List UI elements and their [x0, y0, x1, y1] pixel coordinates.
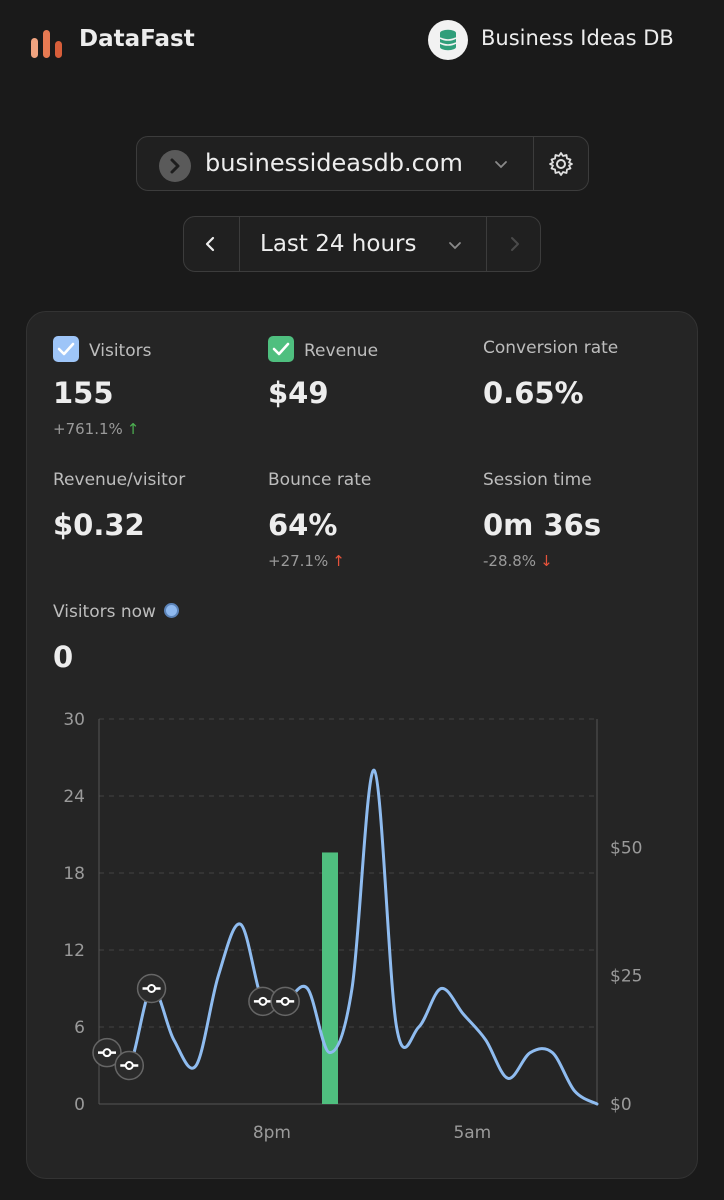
- metric-label: Session time: [483, 470, 592, 490]
- metric-label: Visitors: [89, 341, 152, 361]
- metric-label: Revenue: [304, 341, 379, 361]
- brand-name[interactable]: DataFast: [79, 26, 195, 52]
- annotation-marker-dot: [147, 984, 157, 993]
- project-name[interactable]: Business Ideas DB: [481, 26, 674, 50]
- visitors-revenue-chart[interactable]: 30 24 18 12 6 0 $50 $25 $0 8pm 5am: [27, 312, 699, 1180]
- chevron-down-icon: [495, 161, 507, 169]
- arrow-up-icon: ↑: [126, 420, 140, 438]
- metric-conversion-rate[interactable]: Conversion rate 0.65%: [483, 338, 619, 410]
- metric-session-time[interactable]: Session time 0m 36s -28.8% ↓: [483, 470, 601, 570]
- settings-button[interactable]: [534, 137, 588, 190]
- metric-label: Visitors now: [53, 602, 156, 622]
- metric-value: 0.65%: [483, 376, 584, 410]
- annotation-marker-dot: [124, 1061, 134, 1070]
- chevron-down-icon: [449, 242, 461, 250]
- site-favicon-icon: [159, 150, 191, 182]
- metric-value: $49: [268, 376, 329, 410]
- y-tick-label: 6: [74, 1018, 85, 1038]
- x-tick-label: 5am: [453, 1123, 491, 1143]
- metric-value: 155: [53, 376, 114, 410]
- metric-label: Revenue/visitor: [53, 470, 186, 490]
- metric-change: +761.1%: [53, 420, 123, 438]
- arrow-up-icon: ↑: [332, 552, 345, 570]
- chevron-right-icon: [511, 237, 519, 251]
- site-domain: businessideasdb.com: [205, 149, 463, 177]
- divider: [239, 217, 240, 271]
- datafast-logo-icon[interactable]: [30, 28, 64, 58]
- gear-icon: [549, 152, 573, 176]
- live-indicator-icon: [163, 602, 179, 618]
- metric-value: $0.32: [53, 508, 145, 542]
- metric-change: +27.1%: [268, 552, 329, 570]
- metric-revenue-per-visitor[interactable]: Revenue/visitor $0.32: [53, 470, 186, 542]
- annotation-marker-dot: [102, 1048, 112, 1058]
- visitors-line: [105, 768, 599, 1106]
- y2-tick-label: $25: [610, 967, 642, 987]
- analytics-card: Visitors 155 +761.1% ↑ Revenue $49 Conver…: [26, 311, 698, 1179]
- date-range-dropdown[interactable]: Last 24 hours: [260, 231, 417, 257]
- metric-revenue[interactable]: Revenue $49: [268, 336, 379, 410]
- divider: [533, 137, 534, 190]
- x-tick-label: 8pm: [253, 1123, 291, 1143]
- metric-bounce-rate[interactable]: Bounce rate 64% +27.1% ↑: [268, 470, 372, 570]
- metric-change: -28.8%: [483, 552, 537, 570]
- metric-value: 64%: [268, 508, 338, 542]
- site-dropdown[interactable]: businessideasdb.com: [137, 137, 533, 190]
- project-avatar-icon[interactable]: [428, 20, 468, 60]
- y-tick-label: 12: [63, 941, 85, 961]
- metric-visitors[interactable]: Visitors 155 +761.1% ↑: [53, 336, 152, 438]
- site-selector: businessideasdb.com: [136, 136, 589, 191]
- y2-tick-label: $50: [610, 838, 642, 858]
- divider: [486, 217, 487, 271]
- y-tick-label: 24: [63, 787, 85, 807]
- chevron-left-icon: [205, 236, 215, 252]
- next-period-button[interactable]: [487, 217, 540, 271]
- metric-label: Conversion rate: [483, 338, 619, 358]
- metric-visitors-now[interactable]: Visitors now 0: [53, 602, 179, 674]
- annotation-marker-dot: [258, 996, 268, 1006]
- y-tick-label: 30: [63, 710, 85, 730]
- top-bar: DataFast Business Ideas DB: [0, 0, 724, 84]
- revenue-checkbox[interactable]: [268, 336, 294, 362]
- y-tick-label: 0: [74, 1095, 85, 1115]
- y-tick-label: 18: [63, 864, 85, 884]
- previous-period-button[interactable]: [184, 217, 239, 271]
- visitors-checkbox[interactable]: [53, 336, 79, 362]
- annotation-marker-dot: [280, 996, 290, 1006]
- revenue-bar: [322, 852, 338, 1104]
- y2-tick-label: $0: [610, 1095, 632, 1115]
- metric-value: 0: [53, 640, 74, 674]
- arrow-down-icon: ↓: [540, 552, 553, 570]
- metric-value: 0m 36s: [483, 508, 602, 542]
- date-range-selector: Last 24 hours: [183, 216, 541, 272]
- metric-label: Bounce rate: [268, 470, 372, 490]
